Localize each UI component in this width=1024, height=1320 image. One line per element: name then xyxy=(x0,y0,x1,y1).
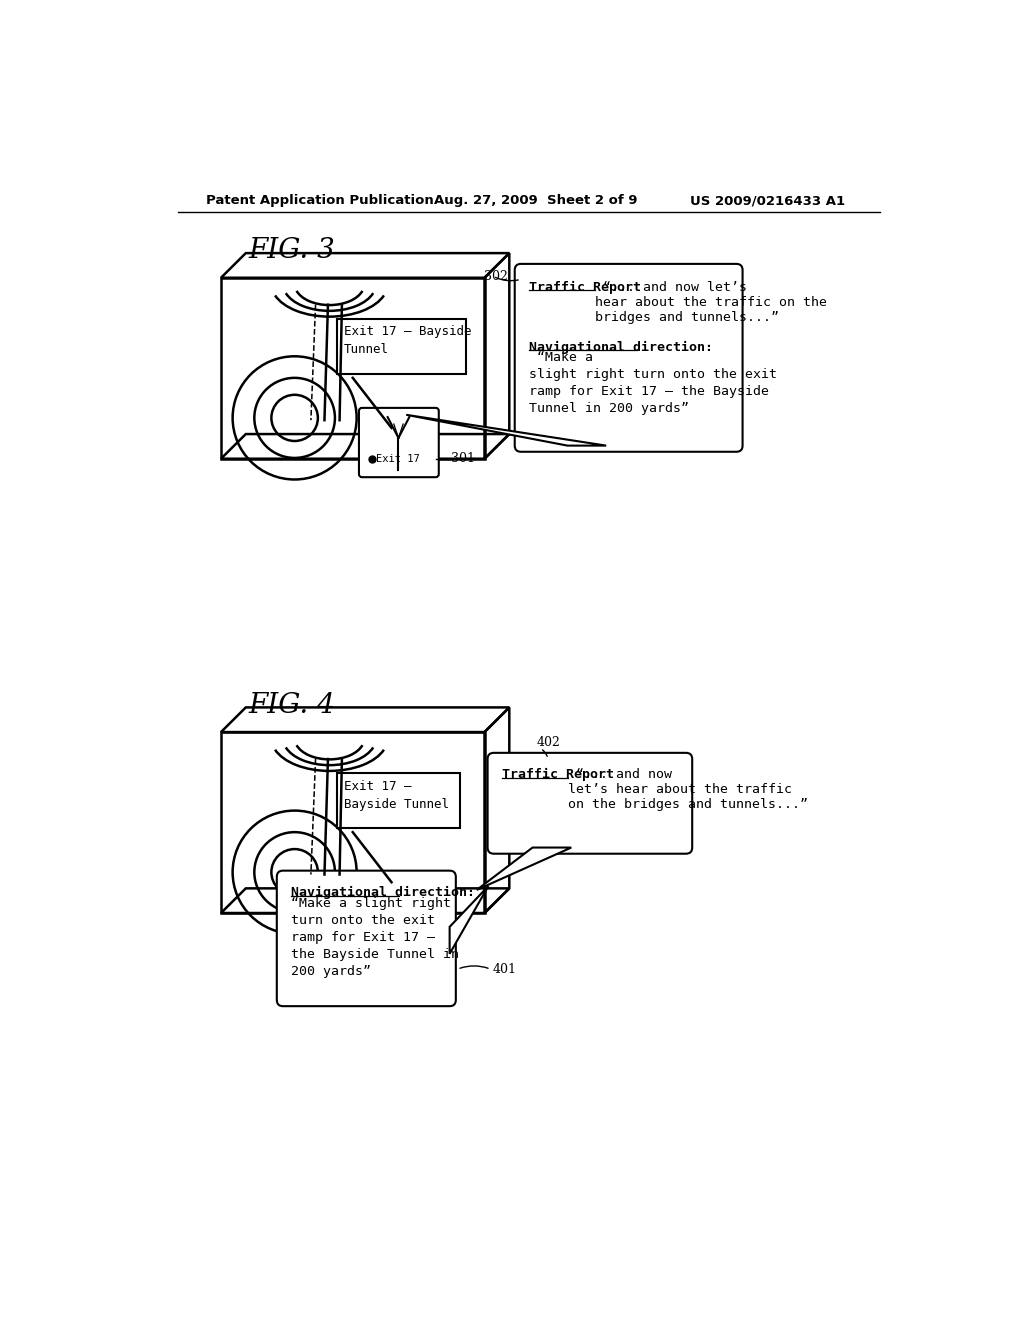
Text: Exit 17: Exit 17 xyxy=(376,454,420,463)
Text: Navigational direction:: Navigational direction: xyxy=(528,341,713,354)
Text: “... and now let’s
hear about the traffic on the
bridges and tunnels...”: “... and now let’s hear about the traffi… xyxy=(595,281,826,323)
Polygon shape xyxy=(407,414,606,446)
FancyBboxPatch shape xyxy=(337,774,461,829)
Text: Aug. 27, 2009  Sheet 2 of 9: Aug. 27, 2009 Sheet 2 of 9 xyxy=(434,194,638,207)
Text: Navigational direction:: Navigational direction: xyxy=(291,886,475,899)
Text: Patent Application Publication: Patent Application Publication xyxy=(206,194,433,207)
Text: Traffic Report: Traffic Report xyxy=(528,281,641,294)
Text: “... and now
let’s hear about the traffic
on the bridges and tunnels...”: “... and now let’s hear about the traffi… xyxy=(567,768,808,812)
Text: 301: 301 xyxy=(452,453,475,465)
FancyBboxPatch shape xyxy=(515,264,742,451)
Text: FIG. 3: FIG. 3 xyxy=(248,238,335,264)
Text: “Make a slight right
turn onto the exit
ramp for Exit 17 –
the Bayside Tunnel in: “Make a slight right turn onto the exit … xyxy=(291,896,459,978)
Text: 402: 402 xyxy=(537,735,560,748)
Polygon shape xyxy=(477,847,571,890)
Text: Exit 17 – Bayside
Tunnel: Exit 17 – Bayside Tunnel xyxy=(344,326,472,356)
FancyBboxPatch shape xyxy=(487,752,692,854)
Text: 401: 401 xyxy=(493,962,516,975)
FancyBboxPatch shape xyxy=(337,318,466,374)
Text: Traffic Report: Traffic Report xyxy=(502,768,613,781)
Text: Exit 17 –
Bayside Tunnel: Exit 17 – Bayside Tunnel xyxy=(344,780,450,810)
Text: US 2009/0216433 A1: US 2009/0216433 A1 xyxy=(690,194,845,207)
Text: FIG. 4: FIG. 4 xyxy=(248,692,335,718)
FancyBboxPatch shape xyxy=(276,871,456,1006)
Text: 302: 302 xyxy=(483,269,508,282)
FancyBboxPatch shape xyxy=(359,408,438,478)
Text: “Make a
slight right turn onto the exit
ramp for Exit 17 – the Bayside
Tunnel in: “Make a slight right turn onto the exit … xyxy=(528,351,776,414)
Polygon shape xyxy=(450,886,488,954)
